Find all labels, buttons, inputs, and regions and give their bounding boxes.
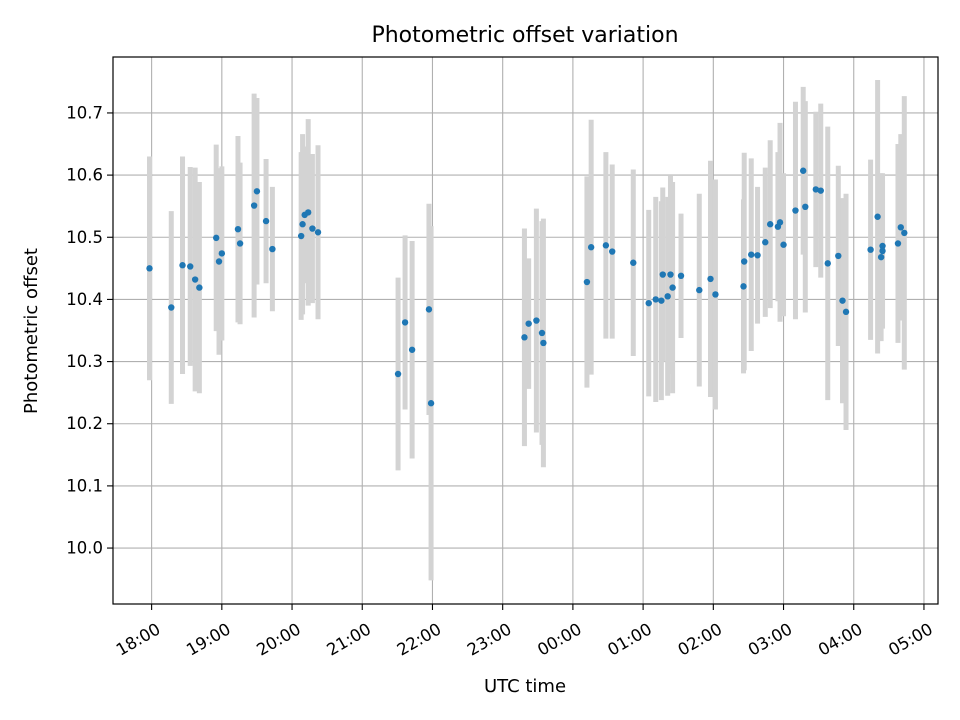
data-point: [817, 187, 824, 194]
y-tick-label: 10.6: [66, 166, 103, 185]
data-point: [799, 167, 807, 174]
data-point: [401, 319, 409, 326]
data-point: [521, 334, 528, 341]
data-point: [587, 244, 595, 251]
data-point: [236, 240, 244, 247]
data-point: [408, 346, 416, 353]
data-point: [877, 253, 885, 261]
data-point: [677, 272, 685, 279]
data-point: [901, 229, 908, 237]
data-point: [609, 248, 616, 255]
data-point: [894, 240, 902, 247]
data-point: [812, 186, 820, 193]
data-point: [525, 320, 532, 327]
data-point: [712, 291, 719, 298]
data-point: [748, 251, 755, 258]
x-axis-label: UTC time: [484, 676, 566, 697]
data-point: [839, 297, 846, 304]
data-point: [664, 293, 671, 300]
data-point: [583, 278, 591, 286]
data-point: [540, 339, 547, 347]
data-point: [630, 259, 637, 266]
data-point: [707, 275, 714, 283]
data-point: [879, 247, 886, 255]
chart-title: Photometric offset variation: [371, 23, 678, 48]
plot-frame: [112, 56, 939, 605]
data-point: [253, 188, 261, 195]
data-point: [215, 258, 223, 265]
data-point: [191, 276, 199, 283]
data-point: [262, 217, 270, 225]
y-tick-label: 10.7: [66, 103, 103, 122]
y-tick-label: 10.5: [66, 228, 103, 247]
data-point: [754, 252, 761, 259]
data-points: [146, 167, 908, 407]
data-point: [696, 286, 703, 294]
data-point: [659, 271, 666, 278]
data-point: [740, 283, 747, 290]
data-point: [792, 207, 799, 214]
data-point: [780, 241, 787, 248]
data-point: [299, 221, 306, 228]
data-point: [250, 202, 258, 209]
data-point: [652, 296, 659, 303]
data-point: [658, 297, 665, 304]
data-point: [168, 304, 175, 311]
data-point: [533, 317, 540, 324]
data-point: [196, 284, 203, 291]
data-point: [146, 265, 153, 272]
data-point: [879, 242, 886, 250]
data-point: [213, 234, 220, 242]
data-point: [425, 306, 433, 313]
data-point: [602, 242, 610, 249]
data-point: [314, 229, 322, 236]
data-point: [538, 329, 546, 337]
data-point: [297, 232, 305, 240]
data-point: [394, 370, 402, 378]
data-point: [304, 209, 312, 216]
data-point: [842, 308, 850, 316]
data-point: [187, 263, 194, 270]
data-point: [867, 246, 874, 253]
data-point: [179, 262, 186, 269]
data-point: [669, 284, 676, 291]
y-tick-label: 10.1: [66, 476, 103, 495]
data-point: [835, 252, 842, 260]
data-point: [667, 271, 674, 278]
data-point: [824, 260, 831, 267]
data-point: [269, 245, 276, 253]
data-point: [218, 250, 226, 257]
data-point: [741, 258, 748, 265]
data-point: [645, 299, 652, 307]
y-tick-label: 10.4: [66, 290, 103, 309]
data-point: [874, 213, 881, 220]
y-tick-label: 10.3: [66, 352, 103, 371]
data-point: [427, 400, 435, 407]
data-point: [766, 221, 774, 228]
data-point: [762, 239, 769, 246]
y-axis-ticks: 10.0 10.1 10.2 10.3 10.4 10.5 10.6 10.7: [66, 103, 113, 558]
data-point: [234, 225, 242, 233]
y-axis-label: Photometric offset: [21, 248, 42, 414]
y-tick-label: 10.2: [66, 414, 103, 433]
y-tick-label: 10.0: [66, 539, 103, 558]
data-point: [309, 225, 316, 232]
data-point: [776, 219, 784, 226]
data-point: [897, 224, 904, 231]
data-point: [802, 203, 809, 211]
